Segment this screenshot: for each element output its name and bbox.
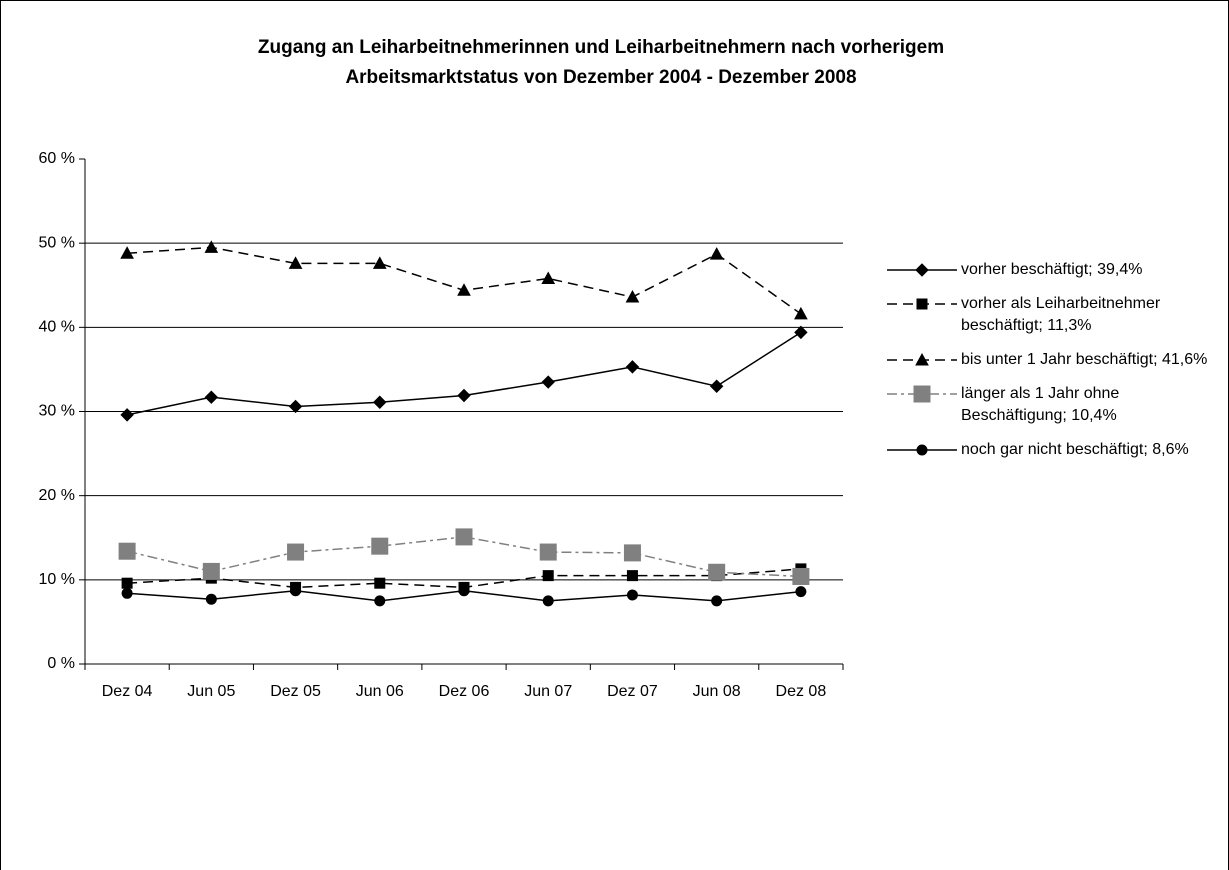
legend: vorher beschäftigt; 39,4% vorher als Leih… xyxy=(885,259,1225,473)
marker xyxy=(457,388,471,403)
chart-title: Zugang an Leiharbeitnehmerinnen und Leih… xyxy=(258,37,944,58)
marker xyxy=(625,360,640,374)
marker xyxy=(290,585,302,597)
legend-marker xyxy=(916,298,928,310)
marker xyxy=(372,256,387,269)
x-tick-label: Dez 06 xyxy=(439,683,490,700)
marker xyxy=(457,283,471,296)
legend-label: vorher als Leiharbeitnehmer beschäftigt;… xyxy=(961,295,1161,334)
legend-entry: vorher als Leiharbeitnehmer beschäftigt;… xyxy=(885,293,1225,337)
marker xyxy=(541,271,556,285)
marker xyxy=(120,408,134,422)
marker xyxy=(287,543,305,561)
marker xyxy=(121,577,133,589)
legend-marker xyxy=(915,263,929,277)
x-tick-label: Jun 08 xyxy=(693,683,741,700)
marker xyxy=(541,375,555,389)
marker xyxy=(458,585,470,597)
x-tick-label: Jun 07 xyxy=(524,683,572,700)
marker xyxy=(455,528,473,546)
marker xyxy=(625,289,640,303)
legend-label: vorher beschäftigt; 39,4% xyxy=(961,261,1143,278)
legend-entry: bis unter 1 Jahr beschäftigt; 41,6% xyxy=(885,349,1225,371)
series-line xyxy=(126,331,802,416)
legend-label: bis unter 1 Jahr beschäftigt; 41,6% xyxy=(961,351,1208,368)
marker xyxy=(204,240,219,253)
legend-entry: vorher beschäftigt; 39,4% xyxy=(885,259,1225,281)
x-tick-label: Jun 05 xyxy=(187,683,235,700)
marker xyxy=(623,544,641,562)
marker xyxy=(792,567,810,585)
marker xyxy=(709,379,724,393)
legend-swatch xyxy=(887,385,957,403)
x-tick-label: Dez 07 xyxy=(607,683,658,700)
y-tick-label: 60 % xyxy=(39,150,75,167)
marker xyxy=(626,570,638,582)
y-tick-label: 30 % xyxy=(39,403,75,420)
legend-swatch xyxy=(887,298,957,310)
marker xyxy=(371,537,389,555)
marker xyxy=(118,542,136,560)
marker xyxy=(120,246,134,259)
y-tick-label: 20 % xyxy=(39,487,75,504)
chart-title: Arbeitsmarktstatus von Dezember 2004 - D… xyxy=(345,67,856,88)
marker xyxy=(708,563,726,581)
marker xyxy=(288,399,303,414)
y-tick-label: 40 % xyxy=(39,319,75,336)
legend-entry: länger als 1 Jahr ohne Beschäftigung; 10… xyxy=(885,383,1225,427)
marker xyxy=(539,543,557,561)
y-tick-label: 10 % xyxy=(39,571,75,588)
marker xyxy=(374,577,386,589)
legend-swatch xyxy=(887,263,957,277)
marker xyxy=(288,256,303,269)
legend-marker xyxy=(916,444,928,456)
marker xyxy=(204,390,219,404)
marker xyxy=(202,562,220,580)
marker xyxy=(794,306,808,320)
legend-marker xyxy=(913,385,931,403)
legend-swatch xyxy=(887,444,957,456)
legend-marker xyxy=(915,352,929,366)
marker xyxy=(542,595,554,607)
marker xyxy=(794,325,808,340)
x-tick-label: Dez 08 xyxy=(776,683,827,700)
x-tick-label: Jun 06 xyxy=(356,683,404,700)
legend-label: noch gar nicht beschäftigt; 8,6% xyxy=(961,441,1189,458)
y-tick-label: 50 % xyxy=(39,234,75,251)
marker xyxy=(374,595,386,607)
marker xyxy=(795,586,807,598)
marker xyxy=(711,595,723,607)
x-tick-label: Dez 04 xyxy=(102,683,153,700)
legend-swatch xyxy=(887,352,957,366)
y-tick-label: 0 % xyxy=(47,655,75,672)
marker xyxy=(373,395,387,409)
x-tick-label: Dez 05 xyxy=(270,683,321,700)
marker xyxy=(709,247,724,260)
marker xyxy=(205,593,217,605)
legend-entry: noch gar nicht beschäftigt; 8,6% xyxy=(885,439,1225,461)
marker xyxy=(626,589,638,601)
legend-label: länger als 1 Jahr ohne Beschäftigung; 10… xyxy=(961,385,1120,424)
series-line xyxy=(127,246,802,315)
marker xyxy=(121,587,133,599)
marker xyxy=(542,570,554,582)
